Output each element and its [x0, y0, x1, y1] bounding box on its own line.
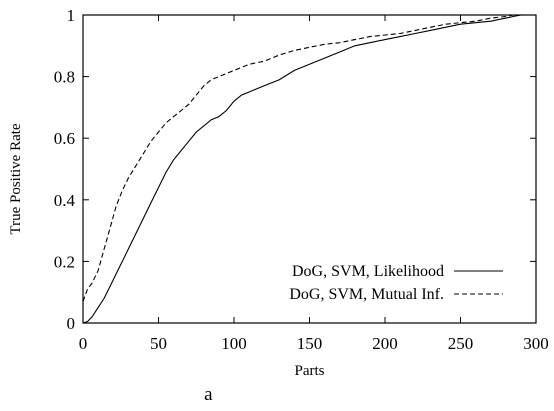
x-tick-label: 150: [297, 334, 323, 353]
y-tick-label: 0.4: [54, 191, 76, 210]
axis-tick-labels: 0 50 100 150 200 250 300 0 0.2 0.4 0.6 0.8 1: [54, 6, 549, 353]
x-axis-title: Parts: [295, 363, 325, 379]
legend: DoG, SVM, Likelihood DoG, SVM, Mutual In…: [289, 263, 503, 303]
x-tick-label: 100: [221, 334, 247, 353]
y-tick-label: 0.8: [54, 68, 75, 87]
series-line-mutual-inf: [82, 14, 521, 302]
x-tick-label: 300: [523, 334, 549, 353]
legend-label-mutual-inf: DoG, SVM, Mutual Inf.: [289, 286, 444, 303]
x-tick-label: 0: [79, 334, 88, 353]
x-tick-label: 250: [448, 334, 474, 353]
series-line-likelihood: [82, 14, 522, 324]
y-tick-label: 0.2: [54, 252, 75, 271]
panel-label: a: [204, 384, 213, 405]
y-tick-label: 0.6: [54, 129, 75, 148]
y-tick-label: 0: [67, 314, 76, 333]
y-axis-title: True Positive Rate: [8, 123, 24, 234]
x-tick-label: 50: [150, 334, 167, 353]
y-tick-label: 1: [67, 6, 76, 25]
plot-lines: [82, 14, 522, 324]
axis-ticks: [82, 14, 537, 324]
legend-label-likelihood: DoG, SVM, Likelihood: [292, 263, 444, 280]
x-tick-label: 200: [372, 334, 398, 353]
